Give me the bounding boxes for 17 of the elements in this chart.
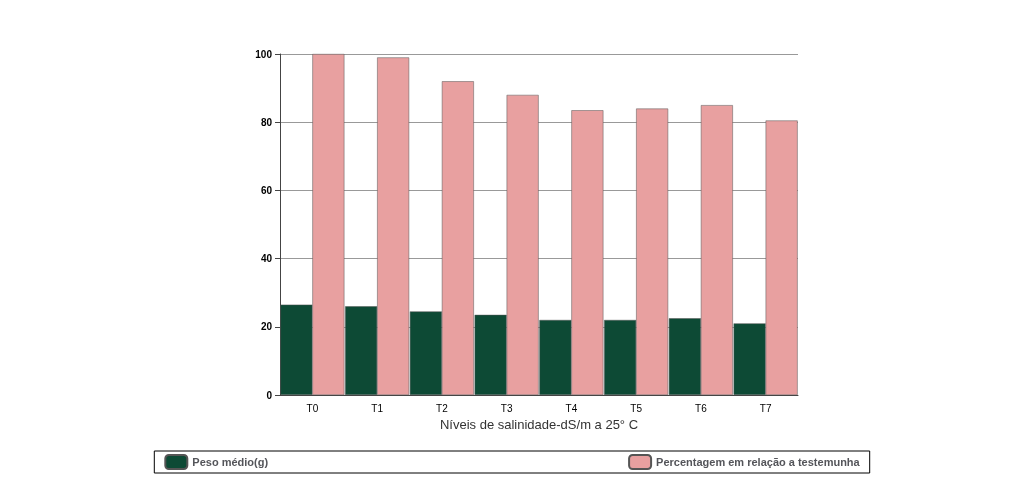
y-tick-label: 60 [260,184,273,196]
x-tick-label: T6 [695,402,708,414]
x-tick-label: T5 [630,402,643,414]
x-tick-label: T7 [759,402,772,414]
x-tick-label: T2 [436,402,449,414]
x-tick-label: T4 [565,402,578,414]
x-tick-label: T3 [500,402,513,414]
y-tick-label: 20 [260,321,273,333]
legend-label: Peso médio(g) [192,456,269,468]
y-tick-label: 100 [255,48,273,60]
x-axis-title: Níveis de salinidade-dS/m a 25° C [439,416,639,432]
x-tick-label: T0 [306,402,319,414]
y-tick-label: 0 [266,389,273,401]
legend-label: Percentagem em relação a testemunha [656,456,861,468]
x-tick-label: T1 [371,402,384,414]
y-tick-label: 40 [260,253,273,265]
y-tick-label: 80 [260,116,273,128]
